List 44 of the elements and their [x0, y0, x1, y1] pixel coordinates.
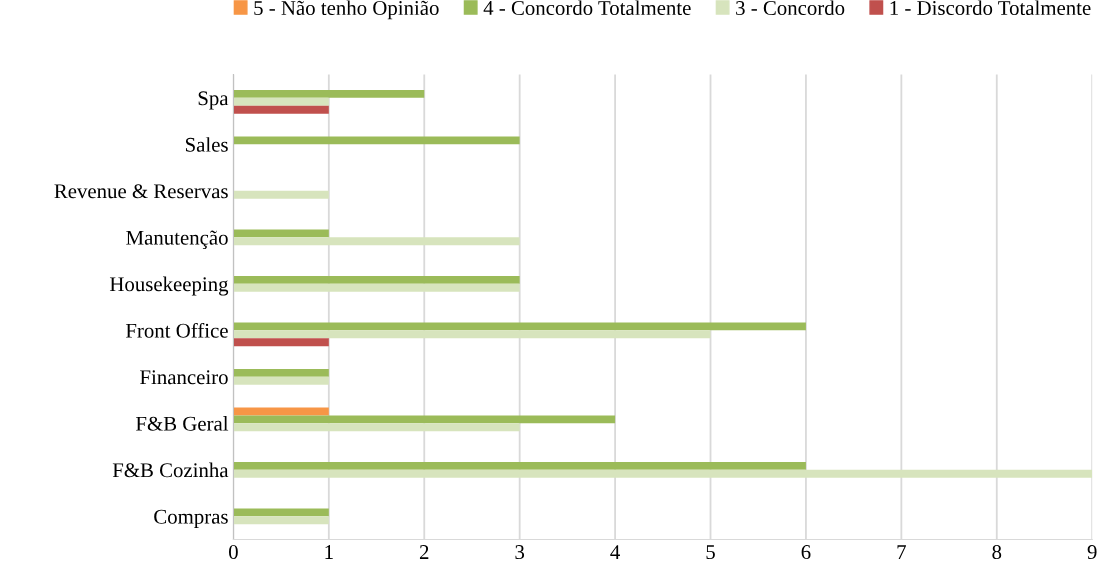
bar	[233, 229, 329, 238]
x-tick-label: 4	[610, 545, 620, 559]
bar	[233, 338, 329, 347]
y-tick-label: Manutenção	[126, 230, 228, 250]
x-tick-label: 7	[897, 545, 906, 559]
y-tick-label: Financeiro	[140, 370, 228, 385]
bar	[233, 105, 329, 114]
legend-label: 5 - Não tenho Opinião	[254, 0, 439, 20]
bar	[233, 368, 329, 377]
x-tick-label: 5	[706, 545, 715, 560]
bar	[233, 322, 806, 331]
y-tick-label: F&B Geral	[135, 416, 229, 431]
bar	[233, 283, 520, 292]
bar	[233, 330, 711, 339]
bar	[233, 376, 329, 385]
bar	[233, 423, 520, 432]
y-tick-label: Revenue & Reservas	[54, 184, 228, 199]
x-tick-label: 1	[325, 545, 333, 559]
bar	[233, 469, 1093, 478]
y-tick-label: F&B Cozinha	[112, 462, 229, 478]
legend-label: 3 - Concordo	[736, 0, 845, 16]
y-tick-label: Sales	[185, 137, 228, 152]
bar	[233, 136, 520, 145]
x-tick-label: 8	[992, 545, 1002, 560]
y-tick-label: Spa	[198, 91, 229, 110]
bar	[233, 516, 329, 525]
bar	[233, 190, 329, 199]
x-tick-label: 9	[1087, 545, 1097, 560]
legend-label: 1 - Discordo Totalmente	[890, 0, 1091, 16]
bar	[233, 275, 520, 284]
y-tick-label: Compras	[154, 509, 228, 528]
bar	[233, 508, 329, 517]
bar	[233, 415, 616, 424]
bar	[233, 97, 329, 106]
legend-label: 4 - Concordo Totalmente	[483, 0, 691, 16]
x-tick-label: 2	[419, 545, 429, 559]
x-tick-label: 0	[229, 545, 238, 560]
y-tick-label: Front Office	[125, 322, 228, 338]
y-tick-label: Housekeeping	[109, 276, 229, 296]
x-tick-label: 3	[515, 545, 525, 560]
bar	[233, 461, 806, 470]
x-tick-label: 6	[801, 545, 811, 560]
bar	[233, 89, 425, 98]
bar	[233, 237, 520, 246]
